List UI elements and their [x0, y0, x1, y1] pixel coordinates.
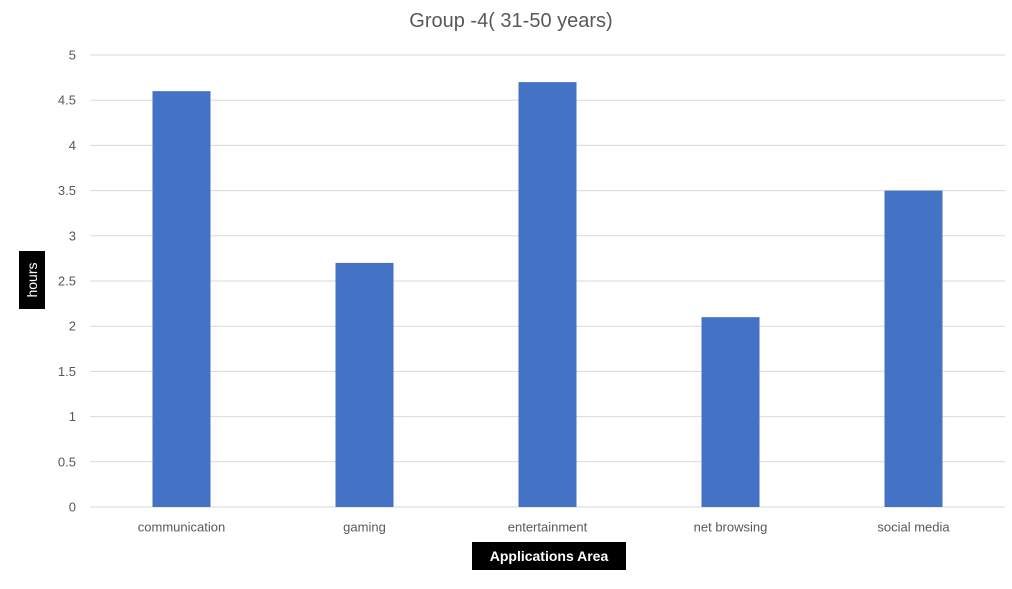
x-axis-label: Applications Area	[490, 548, 609, 564]
y-tick-label: 2	[69, 319, 76, 334]
y-tick-label: 5	[69, 48, 76, 63]
x-tick-label: social media	[877, 520, 950, 535]
y-tick-label: 2.5	[58, 274, 76, 289]
y-tick-label: 4.5	[58, 93, 76, 108]
x-axis-ticks: communication gaming entertainment net brow…	[138, 520, 951, 535]
x-tick-label: gaming	[343, 520, 386, 535]
bar-gaming	[335, 262, 394, 507]
bar-social-media	[884, 190, 943, 507]
bar-communication	[152, 91, 211, 507]
x-tick-label: net browsing	[694, 520, 768, 535]
y-tick-label: 1	[69, 409, 76, 424]
x-tick-label: communication	[138, 520, 225, 535]
y-tick-label: 4	[69, 138, 76, 153]
y-tick-label: 0.5	[58, 454, 76, 469]
y-axis-ticks: 0 0.5 1 1.5 2 2.5 3 3.5 4 4.5 5	[58, 48, 76, 515]
y-axis-label-box	[19, 251, 45, 309]
y-tick-label: 0	[69, 500, 76, 515]
y-tick-label: 3.5	[58, 183, 76, 198]
y-axis-label: hours	[24, 262, 40, 297]
chart-title: Group -4( 31-50 years)	[409, 10, 612, 32]
y-tick-label: 3	[69, 228, 76, 243]
y-tick-label: 1.5	[58, 364, 76, 379]
bars	[152, 82, 943, 508]
x-tick-label: entertainment	[508, 520, 588, 535]
x-axis-label-box	[472, 542, 626, 570]
bar-net-browsing	[701, 317, 760, 507]
bar-entertainment	[518, 82, 577, 508]
